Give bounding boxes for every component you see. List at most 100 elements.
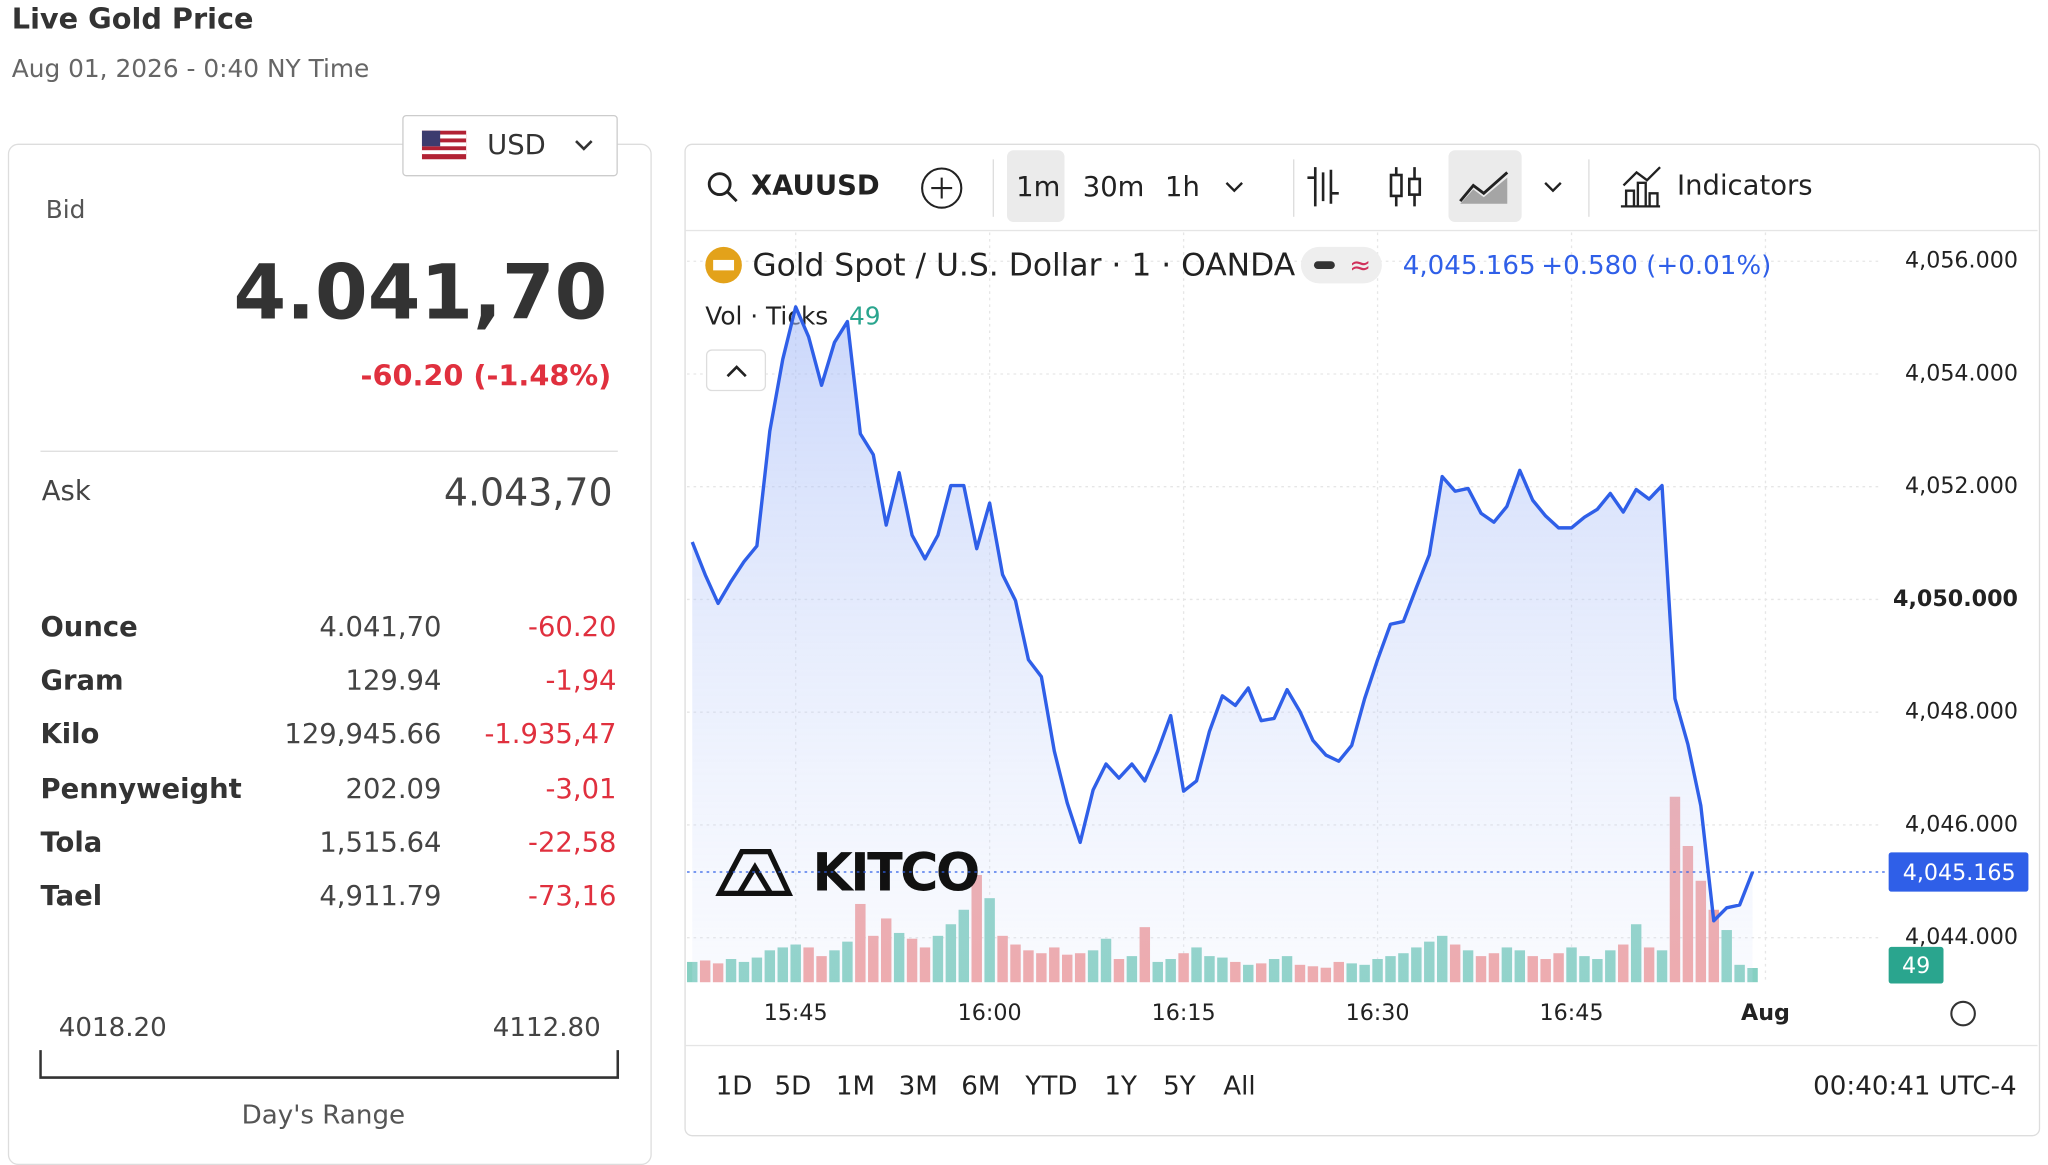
search-icon[interactable] [705,170,739,204]
indicators-icon[interactable] [1618,165,1662,209]
unit-price: 129,945.66 [284,718,442,751]
series-title: Gold Spot / U.S. Dollar · 1 · OANDA [752,247,1295,283]
range-high: 4112.80 [492,1010,601,1043]
price-line [690,305,1755,923]
toolbar-divider [685,229,2038,232]
divider [40,450,618,452]
symbol[interactable]: XAUUSD [751,169,880,202]
last-price-tag [1888,852,2029,892]
y-tick-label: 4,050.000 [1893,586,2018,612]
collapse-button[interactable] [705,349,767,392]
coin-icon [713,259,735,271]
logo-mark [715,848,794,896]
separator [992,159,994,217]
range-label: Day's Range [241,1098,406,1130]
unit-name: Tael [40,880,103,912]
separator [1293,159,1295,217]
unit-price: 4,911.79 [319,880,442,912]
bars-icon[interactable] [1304,165,1343,209]
ask-label: Ask [41,475,91,507]
y-tick-label: 4,054.000 [1905,360,2018,386]
footer-divider [685,1044,2038,1047]
add-symbol[interactable] [920,166,964,210]
y-tick-label: 4,048.000 [1905,699,2018,725]
volume-tag [1888,946,1944,984]
unit-change: -1.935,47 [484,718,617,751]
unit-name: Kilo [40,718,100,751]
volume-tag-label: 49 [1902,953,1930,979]
range-button[interactable]: YTD [1025,1069,1078,1102]
range-button[interactable]: 6M [961,1069,1001,1102]
timestamp: Aug 01, 2026 - 0:40 NY Time [11,54,370,84]
unit-change: -1,94 [545,665,617,697]
unit-price: 1,515.64 [319,826,442,858]
page-title: Live Gold Price [11,3,254,37]
unit-change: -60.20 [528,611,617,643]
status-pill [1300,246,1382,284]
volume-legend-value: 49 [849,301,881,330]
chevron[interactable] [1223,179,1247,195]
bid-change: -60.20 (-1.48%) [360,360,612,394]
x-tick-label: 16:15 [1152,1000,1216,1026]
unit-change: -73,16 [528,880,617,912]
x-tick-label: 15:45 [764,1000,828,1026]
unit-name: Tola [40,826,103,858]
y-tick-label: 4,046.000 [1905,811,2018,837]
settings-icon[interactable] [1950,1000,1976,1027]
unit-change: -22,58 [528,826,617,858]
range-button[interactable]: 5D [774,1069,812,1102]
interval[interactable]: 30m [1082,171,1145,203]
bid-label: Bid [45,195,86,225]
area-icon [1459,171,1509,204]
legend-price: 4,045.165 [1403,251,1536,281]
y-tick-label: 4,044.000 [1905,924,2018,950]
currency: USD [487,129,546,161]
range-button[interactable]: 5Y [1163,1069,1196,1102]
y-tick-label: 4,052.000 [1905,473,2018,499]
range-button[interactable]: 1D [715,1069,753,1102]
x-tick-label: 16:45 [1540,1000,1604,1026]
legend-change: +0.580 (+0.01%) [1541,251,1771,281]
volume-title: Vol · Ticks [705,301,828,330]
clock: 00:40:41 UTC-4 [1813,1069,2017,1102]
range-button[interactable]: All [1223,1069,1256,1102]
bid-price: 4.041,70 [233,248,608,337]
chart-panel [684,143,2041,1137]
unit-price: 4.041,70 [319,611,442,643]
interval[interactable]: 1h [1165,171,1200,203]
x-tick-label: 16:30 [1346,1000,1410,1026]
status-pill [1313,261,1335,270]
unit-change: -3,01 [545,772,617,805]
range-low: 4018.20 [58,1010,167,1043]
interval[interactable]: 1m [1016,171,1061,203]
unit-price: 202.09 [345,772,442,805]
page: Live Gold Price Aug 01, 2026 - 0:40 NY T… [7,3,2041,1165]
currency-select[interactable]: USD [402,114,618,177]
chevron[interactable] [1541,179,1565,195]
x-tick-label: 16:00 [958,1000,1022,1026]
price-area [692,306,1753,983]
flag-icon [421,130,467,160]
watermark: KITCO [812,843,977,903]
unit-name: Ounce [40,611,138,643]
separator [1588,159,1590,217]
unit-name: Pennyweight [40,772,242,805]
chevron [575,140,593,151]
last-price-label: 4,045.165 [1903,860,2016,886]
candles-icon[interactable] [1386,165,1425,209]
range-button[interactable]: 1M [835,1069,876,1102]
indicators[interactable]: Indicators [1677,169,1813,202]
range-button[interactable]: 1Y [1104,1069,1137,1102]
x-tick-label: Aug [1741,1000,1790,1026]
range-button[interactable]: 3M [898,1069,938,1102]
unit-price: 129.94 [345,665,442,697]
y-tick-label: 4,056.000 [1905,248,2018,274]
status-pill: ≈ [1349,251,1371,281]
ask-price: 4.043,70 [443,470,613,515]
chart: Gold Spot / U.S. Dollar · 1 · OANDA ≈ 4,… [687,232,2029,1027]
interval-active [1007,150,1065,223]
unit-name: Gram [40,665,124,697]
range-bar [39,1050,620,1079]
style-active[interactable] [1448,150,1522,223]
collapse-button [726,365,747,378]
